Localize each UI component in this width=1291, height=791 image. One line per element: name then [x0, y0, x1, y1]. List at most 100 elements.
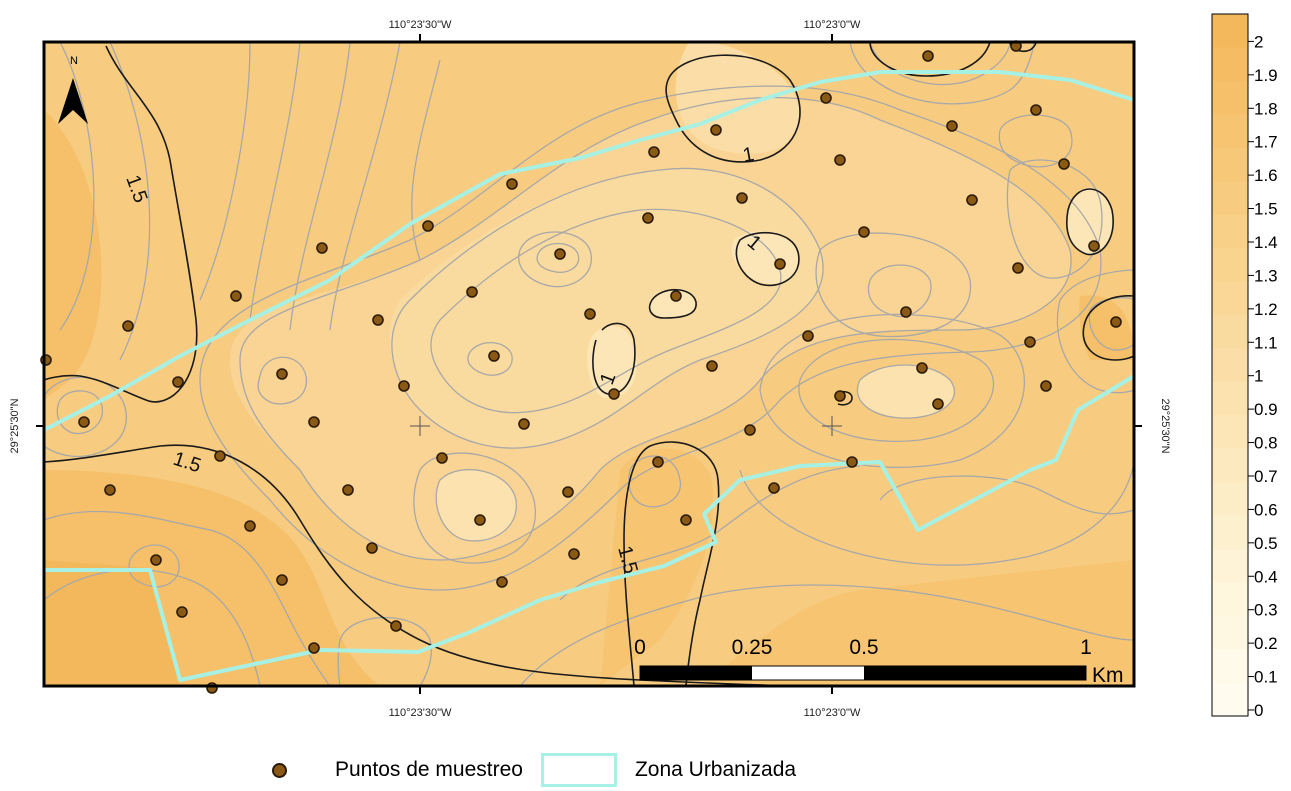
- north-arrow: N: [58, 55, 88, 124]
- sample-point: [342, 484, 354, 496]
- sample-point: [422, 220, 434, 232]
- color-ramp-swatch: [1212, 147, 1248, 182]
- urban-zone-swatch-icon: [540, 753, 617, 787]
- color-ramp-swatch: [1212, 281, 1248, 316]
- coord-label-bottom-right: 110°23'0"W: [804, 707, 861, 719]
- sample-point: [244, 520, 256, 532]
- sample-point: [1024, 336, 1036, 348]
- legend-item-urban: Zona Urbanizada: [540, 753, 797, 787]
- sample-point: [308, 642, 320, 654]
- color-ramp-legend: 2 1.9 1.8 1.7 1.6 1.5 1.4 1.3 1.2 1.1 1 0.9 0.8 0.7 0.…: [1211, 13, 1278, 720]
- map-frame: [42, 40, 1136, 688]
- color-ramp-label: 0.6: [1254, 500, 1278, 519]
- sample-point: [966, 194, 978, 206]
- color-ramp-label: 1.8: [1254, 99, 1278, 118]
- sample-point: [308, 416, 320, 428]
- sample-point: [706, 360, 718, 372]
- coord-label-right: 29°25'30"N: [1159, 398, 1171, 453]
- sample-point: [122, 320, 134, 332]
- sample-point: [1110, 316, 1122, 328]
- color-ramp-label: 0.3: [1254, 601, 1278, 620]
- sample-point: [648, 146, 660, 158]
- color-ramp-label: 0.7: [1254, 467, 1278, 486]
- color-ramp-swatch: [1212, 47, 1248, 82]
- sample-point: [820, 92, 832, 104]
- sample-point: [554, 248, 566, 260]
- sample-point: [104, 484, 116, 496]
- sample-point: [562, 486, 574, 498]
- color-ramp-label: 1.9: [1254, 66, 1278, 85]
- color-ramp-label: 1.5: [1254, 200, 1278, 219]
- sample-point: [390, 620, 402, 632]
- coord-label-bottom-left: 110°23'30"W: [389, 707, 452, 719]
- sample-point: [150, 554, 162, 566]
- color-ramp-label: 0.9: [1254, 400, 1278, 419]
- color-ramp-swatch: [1212, 615, 1248, 650]
- sample-point: [496, 576, 508, 588]
- scale-bar: 0 0.25 0.5 1 Km: [634, 636, 1123, 687]
- color-ramp-label: 0.1: [1254, 668, 1278, 687]
- graticule-markers: [410, 416, 842, 436]
- sample-point: [230, 290, 242, 302]
- sample-point: [1030, 104, 1042, 116]
- sample-point: [710, 124, 722, 136]
- scale-segment: [640, 666, 752, 680]
- color-ramp-border: [1211, 13, 1249, 717]
- color-ramp-label: 1.4: [1254, 233, 1278, 252]
- color-ramp-swatch: [1212, 348, 1248, 383]
- sample-point: [78, 416, 90, 428]
- color-ramp-swatch: [1212, 649, 1248, 684]
- color-ramp-swatch: [1212, 14, 1248, 48]
- sample-point: [774, 258, 786, 270]
- color-ramp-swatch: [1212, 415, 1248, 450]
- sample-point: [214, 450, 226, 462]
- sample-point: [916, 362, 928, 374]
- color-ramp-swatch: [1212, 515, 1248, 550]
- color-ramp-label: 1.7: [1254, 133, 1278, 152]
- sample-point: [768, 482, 780, 494]
- coord-label-left: 29°25'30"N: [9, 398, 21, 453]
- scale-segment: [864, 666, 1086, 680]
- color-ramp-swatch: [1212, 682, 1248, 717]
- sample-point: [568, 548, 580, 560]
- legend-item-points: Puntos de muestreo: [272, 758, 523, 782]
- sample-point: [518, 418, 530, 430]
- sample-point: [802, 330, 814, 342]
- color-ramp-label: 0.5: [1254, 534, 1278, 553]
- color-ramp-swatch: [1212, 181, 1248, 216]
- scale-tick: 0.25: [732, 636, 773, 659]
- color-ramp-swatch: [1212, 214, 1248, 249]
- sample-point: [846, 456, 858, 468]
- color-ramp-swatch: [1212, 248, 1248, 282]
- sample-point: [744, 424, 756, 436]
- color-ramp-label: 0.2: [1254, 634, 1278, 653]
- coord-label-top-right: 110°23'0"W: [804, 19, 861, 31]
- color-ramp-label: 1.3: [1254, 266, 1278, 285]
- color-ramp-swatch: [1212, 114, 1248, 149]
- sample-point: [834, 154, 846, 166]
- color-ramp-swatch: [1212, 548, 1248, 583]
- sample-point: [900, 306, 912, 318]
- sample-point: [436, 452, 448, 464]
- contour-label: 1: [741, 143, 756, 167]
- sample-point: [506, 178, 518, 190]
- sample-point: [608, 388, 620, 400]
- color-ramp-label: 1.1: [1254, 333, 1278, 352]
- sample-point: [1088, 240, 1100, 252]
- sample-point: [316, 242, 328, 254]
- frame-ticks: [36, 34, 1142, 694]
- sample-point: [172, 376, 184, 388]
- legend-urban-label: Zona Urbanizada: [634, 758, 797, 781]
- coord-label-top-left: 110°23'30"W: [389, 19, 452, 31]
- sample-point: [858, 226, 870, 238]
- legend-points-label: Puntos de muestreo: [335, 758, 523, 781]
- color-ramp-label: 0: [1254, 701, 1263, 720]
- scale-unit: Km: [1092, 664, 1124, 687]
- color-ramp-swatch: [1212, 482, 1248, 516]
- sample-point: [680, 514, 692, 526]
- color-ramp-label: 1: [1254, 367, 1263, 386]
- sample-point: [276, 574, 288, 586]
- sample-point: [584, 308, 596, 320]
- map-legend: Puntos de muestreo Zona Urbanizada: [272, 752, 814, 788]
